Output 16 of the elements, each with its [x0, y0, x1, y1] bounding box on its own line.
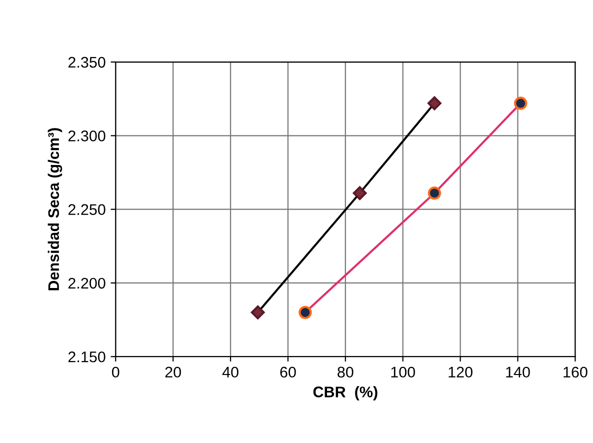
- y-tick-label: 2.200: [68, 278, 106, 289]
- y-axis-title: Densidad Seca (g/cm³): [48, 128, 62, 290]
- x-axis-title: CBR (%): [313, 386, 378, 400]
- y-tick-label: 2.250: [68, 204, 106, 216]
- x-tick-label: 0: [112, 366, 120, 378]
- x-tick-label: 20: [165, 366, 181, 378]
- x-tick-label: 120: [448, 366, 472, 378]
- x-tick-label: 80: [338, 366, 354, 378]
- y-tick-label: 2.300: [68, 130, 106, 142]
- x-tick-label: 40: [222, 366, 238, 378]
- y-tick-label: 2.350: [68, 56, 106, 68]
- x-tick-label: 140: [506, 366, 530, 378]
- y-tick-label: 2.150: [68, 351, 106, 362]
- x-tick-label: 60: [280, 366, 296, 378]
- x-tick-label: 160: [564, 366, 588, 378]
- x-tick-label: 100: [391, 366, 416, 378]
